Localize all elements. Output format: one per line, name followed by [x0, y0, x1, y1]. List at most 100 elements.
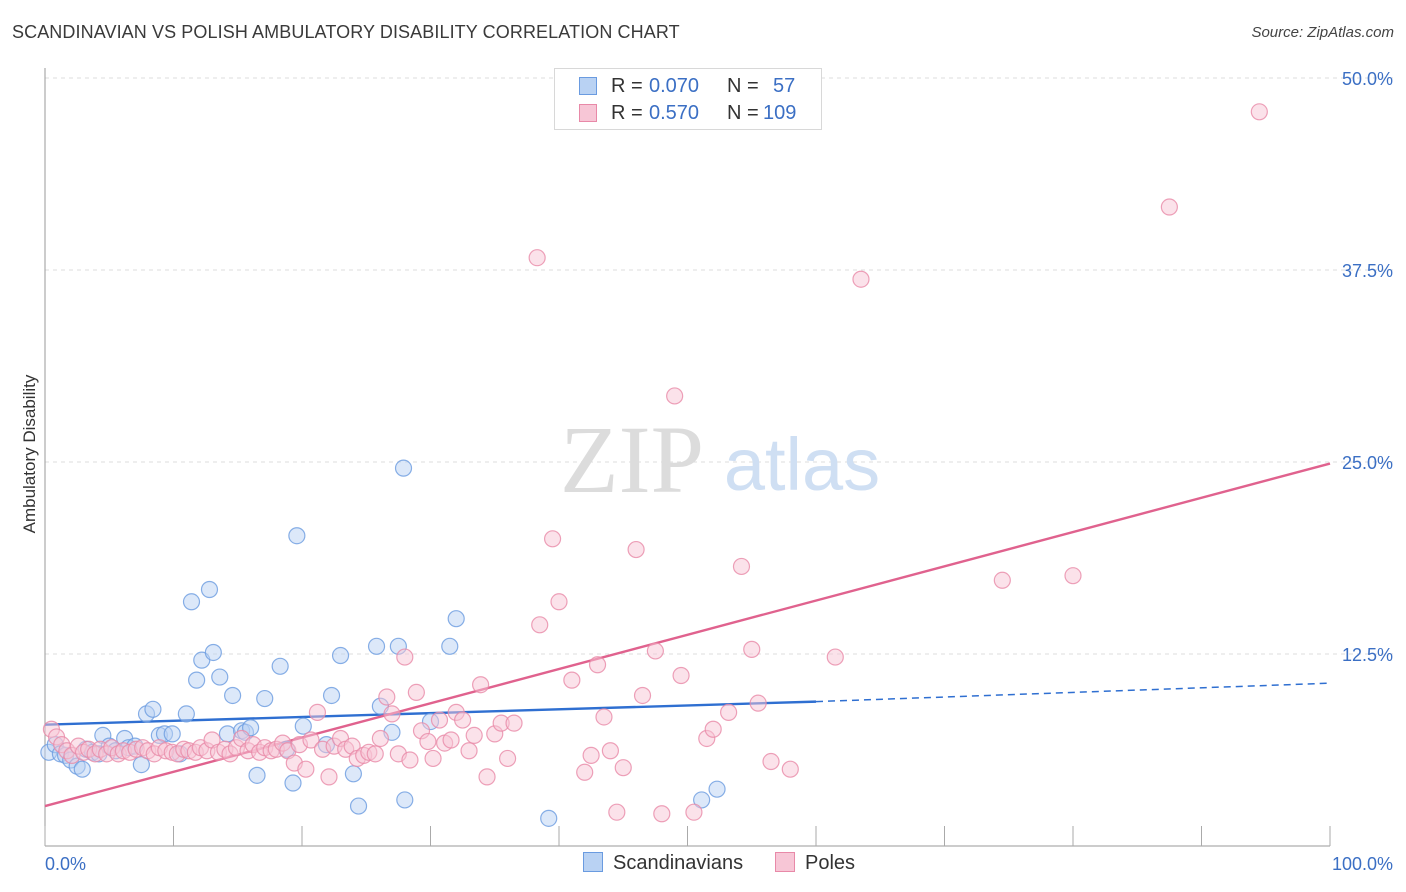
legend-swatch-pink — [775, 852, 795, 872]
legend-n-value: 109 — [763, 102, 797, 124]
point-scandinavians — [693, 791, 711, 809]
point-scandinavians — [163, 725, 181, 743]
point-poles — [371, 729, 389, 748]
watermark: ZIP atlas — [560, 406, 880, 513]
point-scandinavians — [182, 593, 201, 611]
point-poles — [401, 751, 419, 769]
point-poles — [685, 803, 703, 821]
point-poles — [297, 760, 315, 778]
legend-top: R = 0.070 N = 57 R = 0.570 N = 109 — [554, 68, 822, 130]
point-poles — [454, 711, 472, 729]
point-poles — [826, 648, 844, 666]
point-scandinavians — [447, 610, 465, 628]
x-tick-label: 0.0% — [45, 854, 86, 874]
point-poles — [366, 745, 384, 763]
y-tick-label: 37.5% — [1342, 261, 1393, 281]
point-poles — [320, 768, 338, 786]
legend-r-value: 0.570 — [649, 102, 700, 124]
point-poles — [383, 705, 401, 723]
point-poles — [588, 656, 607, 674]
point-poles — [672, 666, 690, 685]
point-poles — [442, 731, 460, 749]
point-scandinavians — [271, 657, 289, 675]
point-poles — [430, 711, 449, 729]
point-poles — [396, 648, 414, 666]
point-scandinavians — [211, 668, 229, 686]
point-poles — [1250, 103, 1268, 121]
point-poles — [531, 616, 549, 634]
point-scandinavians — [177, 705, 195, 723]
point-poles — [720, 703, 738, 721]
point-poles — [308, 703, 327, 721]
point-poles — [1064, 567, 1082, 585]
x-tick-label: 100.0% — [1332, 854, 1393, 874]
point-poles — [743, 640, 761, 658]
legend-n-value: 57 — [773, 75, 796, 97]
point-scandinavians — [284, 774, 302, 792]
point-scandinavians — [708, 780, 726, 798]
point-poles — [993, 571, 1011, 589]
point-scandinavians — [331, 646, 350, 665]
legend-n-label: N = — [727, 102, 759, 124]
trendline-scandinavians-dashed — [815, 682, 1331, 703]
point-scandinavians — [200, 580, 219, 599]
watermark-atlas: atlas — [724, 423, 880, 506]
label-layer: 12.5% 25.0% 37.5% 50.0% 0.0% 100.0% — [45, 69, 1393, 874]
legend-r-label: R = — [611, 102, 643, 124]
axis-layer — [44, 68, 1331, 847]
point-scandinavians — [394, 459, 413, 477]
point-poles — [608, 803, 626, 821]
point-poles — [732, 557, 751, 576]
y-tick-label: 25.0% — [1342, 453, 1393, 473]
point-poles — [627, 540, 645, 559]
legend-swatch-pink — [579, 104, 597, 122]
point-scandinavians — [540, 809, 558, 827]
point-poles — [407, 683, 425, 702]
watermark-zip: ZIP — [560, 406, 704, 513]
point-poles — [749, 694, 767, 712]
points-layer — [40, 103, 1268, 827]
point-scandinavians — [349, 797, 368, 815]
point-poles — [528, 249, 546, 267]
point-scandinavians — [288, 527, 306, 545]
point-scandinavians — [204, 643, 222, 662]
point-poles — [499, 749, 517, 768]
point-scandinavians — [367, 637, 386, 655]
point-poles — [614, 759, 632, 777]
point-poles — [505, 714, 523, 732]
point-poles — [704, 720, 722, 738]
legend-label: Scandinavians — [613, 852, 744, 874]
point-scandinavians — [132, 755, 150, 774]
point-poles — [781, 760, 799, 778]
point-poles — [576, 763, 594, 781]
point-poles — [465, 726, 483, 745]
y-axis-label: Ambulatory Disability — [20, 374, 39, 534]
legend-r-label: R = — [611, 75, 643, 97]
point-poles — [646, 642, 664, 660]
point-poles — [460, 742, 478, 760]
point-poles — [633, 686, 652, 705]
point-poles — [595, 708, 613, 726]
point-poles — [302, 731, 320, 749]
point-scandinavians — [344, 765, 362, 783]
point-poles — [424, 749, 442, 768]
point-poles — [666, 387, 684, 405]
point-poles — [582, 746, 600, 764]
point-poles — [472, 676, 490, 694]
y-tick-label: 12.5% — [1342, 645, 1393, 665]
legend-label: Poles — [805, 852, 856, 874]
point-scandinavians — [188, 671, 206, 689]
legend-n-label: N = — [727, 75, 759, 97]
point-poles — [378, 688, 396, 706]
legend-swatch-blue — [583, 852, 603, 872]
point-scandinavians — [441, 637, 459, 655]
legend-swatch-blue — [579, 77, 597, 95]
legend-r-value: 0.070 — [649, 75, 700, 97]
chart-source: Source: ZipAtlas.com — [1251, 24, 1394, 41]
point-poles — [543, 530, 562, 548]
y-tick-label: 50.0% — [1342, 69, 1393, 89]
point-scandinavians — [396, 791, 414, 809]
chart-title: SCANDINAVIAN VS POLISH AMBULATORY DISABI… — [12, 22, 680, 42]
point-scandinavians — [256, 689, 274, 708]
